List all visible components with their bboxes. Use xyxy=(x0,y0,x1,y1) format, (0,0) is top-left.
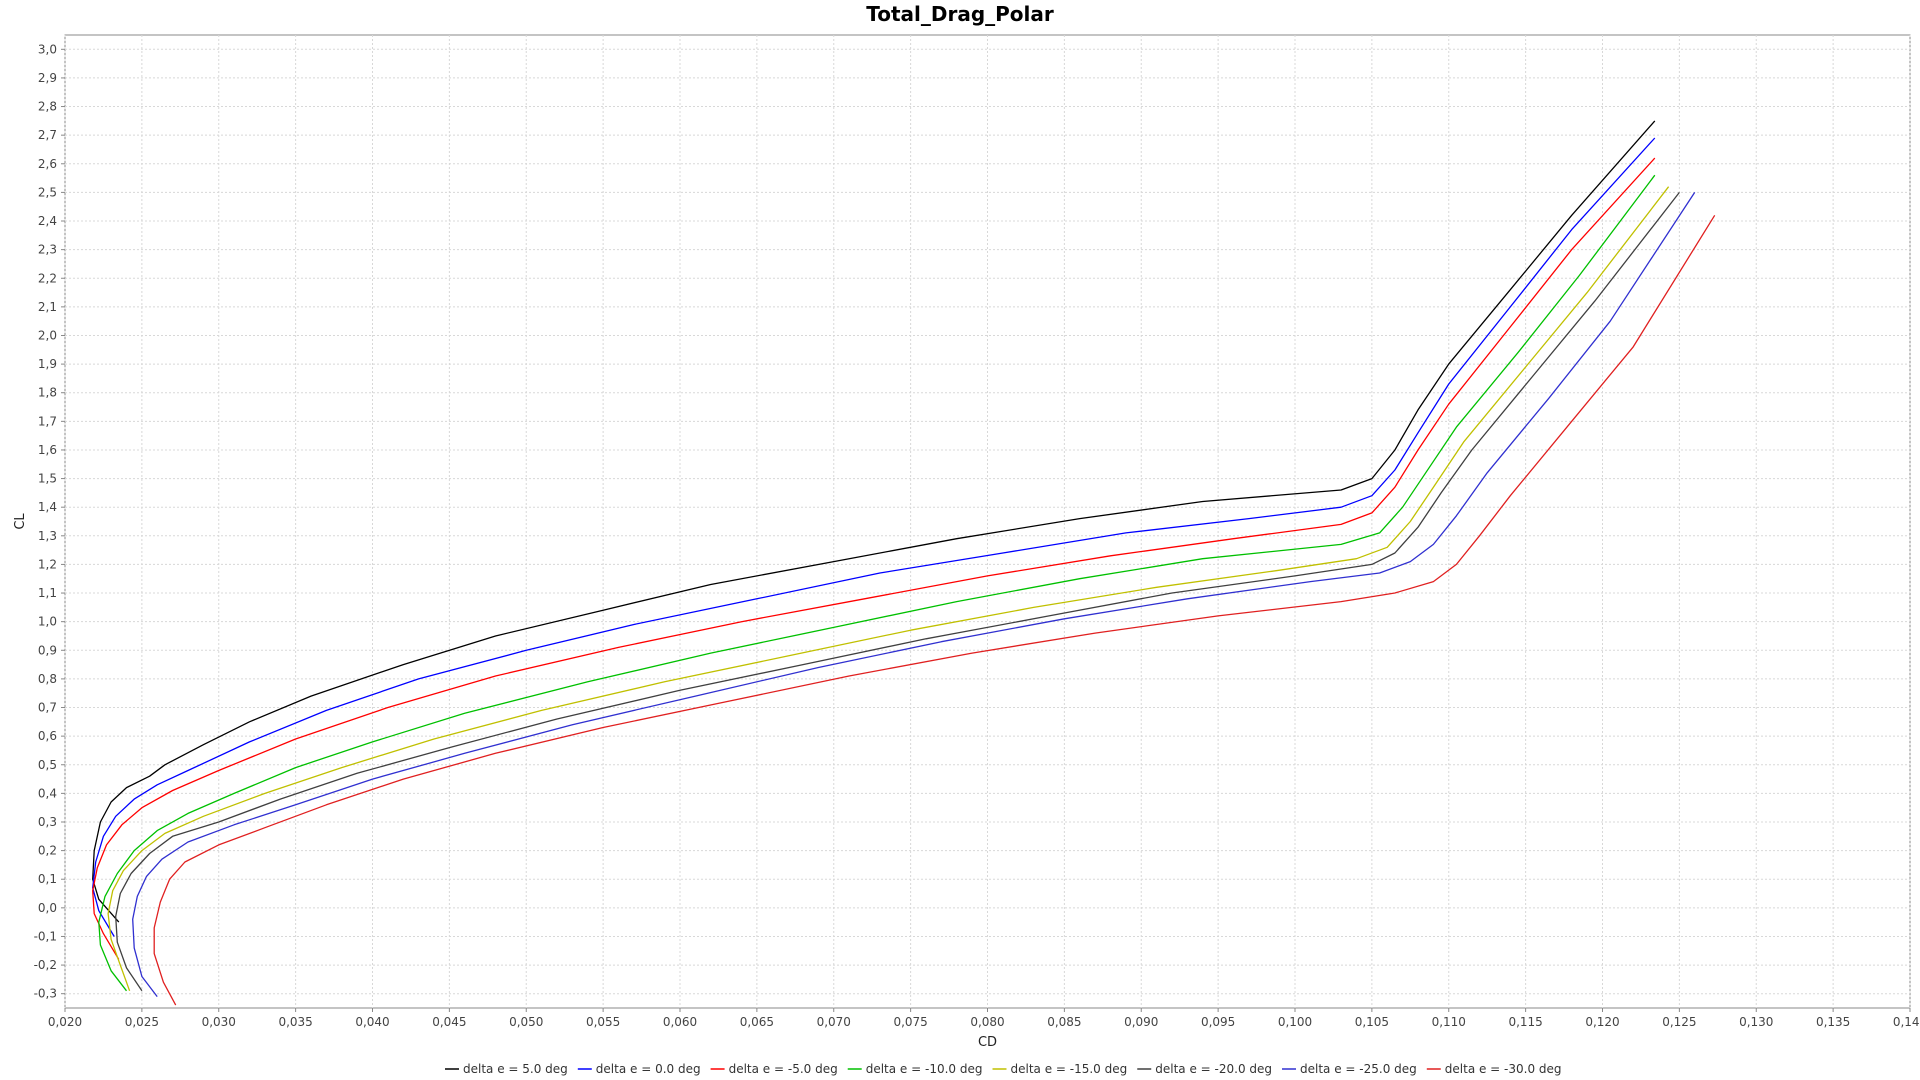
y-tick-label: 2,3 xyxy=(38,243,57,257)
legend: delta e = 5.0 deg delta e = 0.0 deg delta … xyxy=(445,1062,1562,1076)
legend-item-label: delta e = -15.0 deg xyxy=(1010,1062,1127,1076)
series-line xyxy=(92,157,1656,960)
y-tick-label: 0,2 xyxy=(38,844,57,858)
y-tick-label: 2,0 xyxy=(38,328,57,342)
x-tick-label: 0,055 xyxy=(586,1015,620,1029)
axes: 0,020 0,025 0,030 0,035 0,040 0,045 0,050 0,055… xyxy=(34,42,1920,1029)
y-tick-label: 1,7 xyxy=(38,414,57,428)
y-tick-label: 2,6 xyxy=(38,157,57,171)
series-line xyxy=(132,192,1696,997)
x-tick-label: 0,045 xyxy=(432,1015,466,1029)
y-tick-label: -0,1 xyxy=(34,929,57,943)
x-tick-label: 0,060 xyxy=(663,1015,697,1029)
y-tick-label: 1,6 xyxy=(38,443,57,457)
y-tick-label: 0,3 xyxy=(38,815,57,829)
y-tick-label: 1,5 xyxy=(38,472,57,486)
x-tick-label: 0,040 xyxy=(355,1015,389,1029)
x-tick-label: 0,075 xyxy=(893,1015,927,1029)
y-tick-label: 2,4 xyxy=(38,214,57,228)
y-tick-label: 1,3 xyxy=(38,529,57,543)
y-tick-label: -0,2 xyxy=(34,958,57,972)
series-line xyxy=(115,192,1680,992)
y-tick-label: 3,0 xyxy=(38,42,57,56)
y-tick-label: -0,3 xyxy=(34,987,57,1001)
y-tick-label: 2,1 xyxy=(38,300,57,314)
series-line xyxy=(92,120,1656,923)
y-tick-label: 1,4 xyxy=(38,500,57,514)
y-tick-label: 0,7 xyxy=(38,701,57,715)
y-tick-label: 0,1 xyxy=(38,872,57,886)
x-tick-label: 0,140 xyxy=(1893,1015,1920,1029)
grid-lines xyxy=(64,35,1911,1008)
x-tick-label: 0,095 xyxy=(1201,1015,1235,1029)
x-tick-label: 0,135 xyxy=(1816,1015,1850,1029)
series-line xyxy=(107,186,1670,992)
x-tick-label: 0,050 xyxy=(509,1015,543,1029)
x-tick-label: 0,070 xyxy=(817,1015,851,1029)
y-tick-label: 0,8 xyxy=(38,672,57,686)
y-tick-label: 0,5 xyxy=(38,758,57,772)
x-tick-label: 0,035 xyxy=(278,1015,312,1029)
series-lines xyxy=(92,120,1716,1006)
legend-item-label: delta e = -30.0 deg xyxy=(1445,1062,1562,1076)
legend-item-label: delta e = 0.0 deg xyxy=(596,1062,701,1076)
x-tick-label: 0,080 xyxy=(970,1015,1004,1029)
legend-item-label: delta e = -10.0 deg xyxy=(866,1062,983,1076)
chart-title: Total_Drag_Polar xyxy=(866,2,1054,26)
x-tick-label: 0,085 xyxy=(1047,1015,1081,1029)
x-tick-label: 0,115 xyxy=(1508,1015,1542,1029)
series-line xyxy=(153,214,1716,1006)
legend-item-label: delta e = 5.0 deg xyxy=(463,1062,568,1076)
y-tick-label: 0,9 xyxy=(38,643,57,657)
x-tick-label: 0,090 xyxy=(1124,1015,1158,1029)
x-tick-label: 0,025 xyxy=(125,1015,159,1029)
legend-item-label: delta e = -25.0 deg xyxy=(1300,1062,1417,1076)
y-tick-label: 1,1 xyxy=(38,586,57,600)
y-tick-label: 0,0 xyxy=(38,901,57,915)
y-tick-label: 2,9 xyxy=(38,71,57,85)
series-line xyxy=(98,174,1656,992)
x-tick-label: 0,065 xyxy=(740,1015,774,1029)
plot-area xyxy=(64,34,1911,1009)
x-tick-label: 0,125 xyxy=(1662,1015,1696,1029)
x-tick-label: 0,110 xyxy=(1432,1015,1466,1029)
x-tick-label: 0,120 xyxy=(1585,1015,1619,1029)
x-tick-label: 0,130 xyxy=(1739,1015,1773,1029)
legend-item-label: delta e = -20.0 deg xyxy=(1155,1062,1272,1076)
y-axis-label: CL xyxy=(13,513,28,530)
y-tick-label: 1,8 xyxy=(38,386,57,400)
y-tick-label: 2,2 xyxy=(38,271,57,285)
x-axis-label: CD xyxy=(978,1035,997,1050)
y-tick-label: 0,6 xyxy=(38,729,57,743)
x-tick-label: 0,100 xyxy=(1278,1015,1312,1029)
y-tick-label: 2,5 xyxy=(38,185,57,199)
y-tick-label: 1,2 xyxy=(38,557,57,571)
y-tick-label: 2,8 xyxy=(38,100,57,114)
y-tick-label: 1,0 xyxy=(38,615,57,629)
y-tick-label: 0,4 xyxy=(38,786,57,800)
series-line xyxy=(92,137,1656,937)
y-tick-label: 1,9 xyxy=(38,357,57,371)
x-tick-label: 0,030 xyxy=(202,1015,236,1029)
legend-item-label: delta e = -5.0 deg xyxy=(729,1062,838,1076)
x-tick-label: 0,020 xyxy=(48,1015,82,1029)
x-tick-label: 0,105 xyxy=(1355,1015,1389,1029)
y-tick-label: 2,7 xyxy=(38,128,57,142)
